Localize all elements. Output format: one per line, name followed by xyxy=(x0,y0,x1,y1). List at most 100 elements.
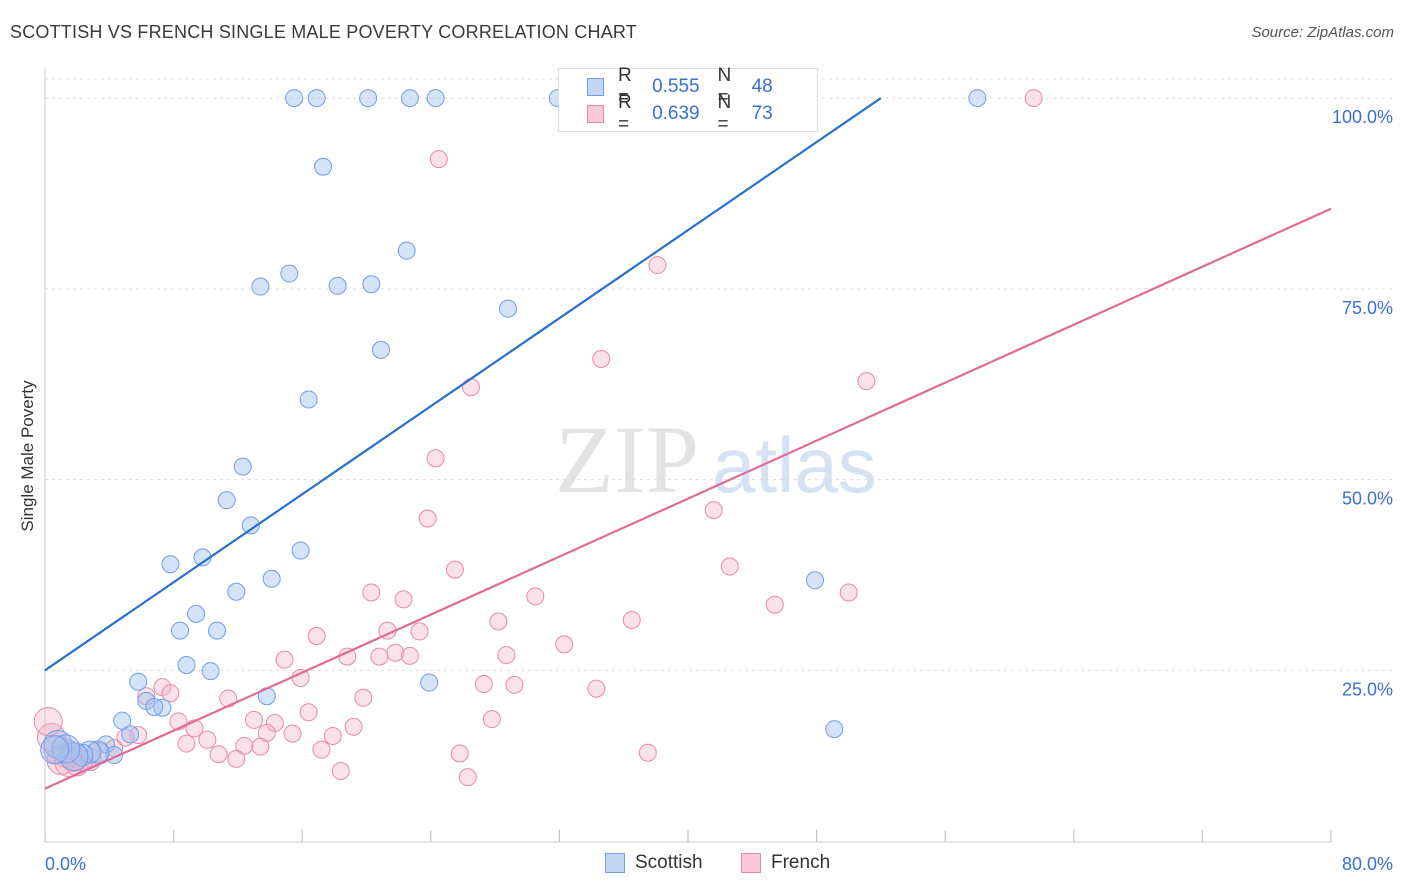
axes xyxy=(44,68,1332,843)
scottish-point xyxy=(217,491,236,510)
french-legend-label: French xyxy=(771,852,831,873)
scottish-point xyxy=(307,89,326,108)
scottish-point xyxy=(129,672,148,691)
french-point xyxy=(312,740,331,759)
scottish-point xyxy=(426,89,445,108)
french-point xyxy=(394,590,413,609)
french-point xyxy=(362,583,381,602)
scottish-point xyxy=(968,89,987,108)
scottish-point xyxy=(299,390,318,409)
scottish-point xyxy=(201,662,220,681)
french-point xyxy=(857,372,876,391)
watermark-atlas: atlas xyxy=(712,421,877,509)
french-point xyxy=(386,643,405,662)
french-point xyxy=(704,501,723,520)
french-point xyxy=(458,768,477,787)
scottish-point xyxy=(251,277,270,296)
french-point xyxy=(354,688,373,707)
scottish-point xyxy=(328,276,347,295)
french-point xyxy=(1024,89,1043,108)
scottish-point xyxy=(285,89,304,108)
scottish-point xyxy=(280,264,299,283)
french-point xyxy=(177,734,196,753)
french-point xyxy=(283,724,302,743)
scottish-point xyxy=(40,735,70,765)
scottish-point xyxy=(498,299,517,318)
scottish-point xyxy=(227,582,246,601)
french-point xyxy=(489,612,508,631)
legend-item-scottish[interactable]: Scottish xyxy=(605,852,703,874)
french-point xyxy=(33,706,63,736)
french-point xyxy=(275,650,294,669)
scottish-point xyxy=(208,621,227,640)
french-point xyxy=(426,449,445,468)
legend-row-french: R = 0.639 N = 73 xyxy=(559,92,817,135)
scottish-r-label: R = xyxy=(617,65,632,108)
scottish-point xyxy=(177,655,196,674)
scottish-point xyxy=(161,555,180,574)
scottish-points xyxy=(40,89,987,772)
french-point xyxy=(331,762,350,781)
grid-lines xyxy=(45,78,1393,671)
french-r-value: 0.639 xyxy=(652,103,700,124)
french-point xyxy=(429,150,448,169)
french-point xyxy=(461,378,480,397)
correlation-legend: R = 0.555 N = 48 R = 0.639 N = 73 xyxy=(558,65,818,135)
scottish-point xyxy=(241,516,260,535)
scottish-point xyxy=(805,571,824,590)
x-tick-label-min: 0.0% xyxy=(45,854,86,874)
french-trend-line xyxy=(44,207,1332,790)
french-r-label: R = xyxy=(617,92,632,135)
french-point xyxy=(482,710,501,729)
french-point xyxy=(251,737,270,756)
french-point xyxy=(291,668,310,687)
scottish-point xyxy=(371,340,390,359)
source-label: Source: ZipAtlas.com xyxy=(1251,24,1394,41)
scottish-point xyxy=(825,720,844,739)
french-point xyxy=(244,710,263,729)
scottish-point xyxy=(262,569,281,588)
french-point xyxy=(526,587,545,606)
scottish-point xyxy=(187,604,206,623)
french-point xyxy=(474,675,493,694)
scottish-legend-label: Scottish xyxy=(635,852,703,873)
legend-item-french[interactable]: French xyxy=(741,852,830,874)
zipatlas-watermark: ZIP atlas xyxy=(555,406,877,513)
french-point xyxy=(299,703,318,722)
french-n-value: 73 xyxy=(751,103,773,124)
scottish-point xyxy=(359,89,378,108)
y-tick-label: 75.0% xyxy=(1342,298,1393,318)
french-point xyxy=(235,736,254,755)
chart-title: SCOTTISH VS FRENCH SINGLE MALE POVERTY C… xyxy=(10,22,637,42)
french-n-label: N = xyxy=(717,92,732,135)
french-point xyxy=(418,509,437,528)
scottish-point xyxy=(397,241,416,260)
y-tick-label: 50.0% xyxy=(1342,489,1393,509)
scottish-n-value: 48 xyxy=(751,76,773,97)
legend-row-scottish: R = 0.555 N = 48 xyxy=(559,65,817,108)
scottish-point xyxy=(59,742,89,772)
french-point xyxy=(622,610,641,629)
french-point xyxy=(410,622,429,641)
french-point xyxy=(161,684,180,703)
french-point xyxy=(720,557,739,576)
scottish-point xyxy=(362,275,381,294)
scottish-point xyxy=(233,457,252,476)
scottish-legend-swatch xyxy=(605,853,625,873)
french-point xyxy=(400,646,419,665)
french-points xyxy=(33,89,1043,787)
french-point xyxy=(765,595,784,614)
scottish-point xyxy=(121,725,140,744)
french-point xyxy=(219,689,238,708)
french-point xyxy=(209,745,228,764)
french-point xyxy=(307,626,326,645)
scottish-n-label: N = xyxy=(717,65,732,108)
scottish-point xyxy=(400,89,419,108)
french-point xyxy=(587,679,606,698)
scottish-point xyxy=(43,729,73,759)
x-tick-label-max: 80.0% xyxy=(1342,854,1393,874)
french-point xyxy=(323,726,342,745)
scottish-swatch xyxy=(587,78,604,96)
french-point xyxy=(638,743,657,762)
french-point xyxy=(592,350,611,369)
